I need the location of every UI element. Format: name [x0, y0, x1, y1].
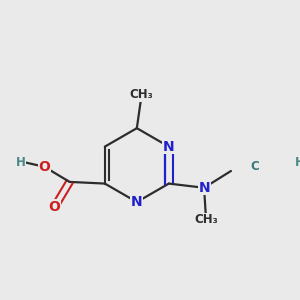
Text: C: C — [250, 160, 259, 173]
Text: N: N — [198, 181, 210, 195]
Text: CH₃: CH₃ — [129, 88, 153, 101]
Text: H: H — [295, 156, 300, 169]
Text: H: H — [16, 156, 26, 169]
Text: N: N — [163, 140, 175, 154]
Text: N: N — [131, 195, 142, 209]
Text: O: O — [38, 160, 50, 174]
Text: O: O — [49, 200, 60, 214]
Text: CH₃: CH₃ — [194, 213, 218, 226]
